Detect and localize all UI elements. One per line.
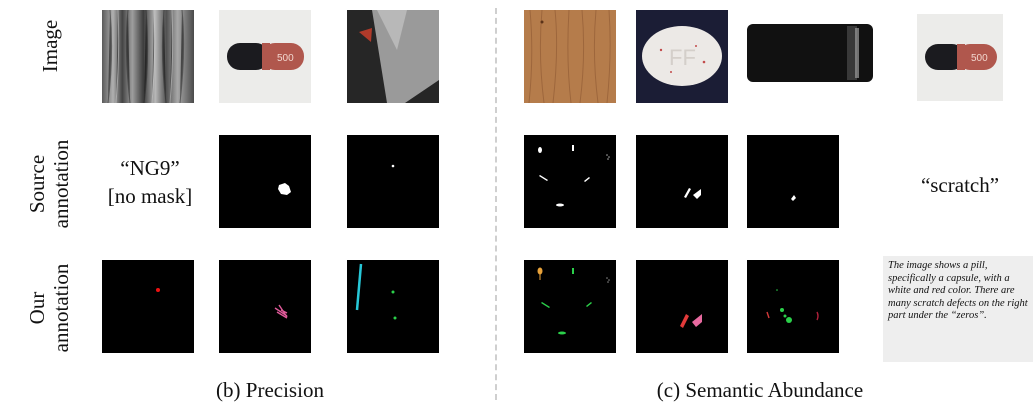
source-scratch: “scratch” — [920, 173, 1000, 197]
our-mask-fabric — [102, 260, 194, 353]
section-divider — [495, 8, 497, 400]
capsule-2-print: 500 — [971, 53, 988, 64]
capsule-print: 500 — [277, 53, 294, 64]
our-mask-pill — [636, 260, 728, 353]
image-fabric — [102, 10, 194, 103]
caption-precision: (b) Precision — [216, 378, 324, 402]
row-label-source-annotation: Source annotation — [25, 139, 73, 229]
description-text: The image shows a pill, specifically a c… — [888, 260, 1028, 321]
image-bottle — [747, 10, 879, 103]
source-mask-capsule — [219, 135, 311, 228]
image-capsule: 500 — [219, 10, 311, 103]
our-mask-wood — [524, 260, 616, 353]
image-capsule-2: 500 — [917, 14, 1003, 101]
pill-imprint: FF — [669, 45, 696, 70]
image-pill: FF — [636, 10, 728, 103]
caption-semantic-abundance: (c) Semantic Abundance — [656, 378, 864, 402]
row-label-image: Image — [38, 19, 62, 73]
source-mask-pill — [636, 135, 728, 228]
description-box: The image shows a pill, specifically a c… — [883, 256, 1033, 362]
source-ng9: “NG9” [no mask] — [107, 156, 193, 208]
source-mask-bottle — [747, 135, 839, 228]
our-mask-capsule — [219, 260, 311, 353]
source-mask-wood — [524, 135, 616, 228]
source-mask-surface — [347, 135, 439, 228]
our-mask-bottle — [747, 260, 839, 353]
image-surface — [347, 10, 439, 103]
image-wood — [524, 10, 616, 103]
our-mask-surface — [347, 260, 439, 353]
row-label-our-annotation: Our annotation — [25, 263, 73, 353]
